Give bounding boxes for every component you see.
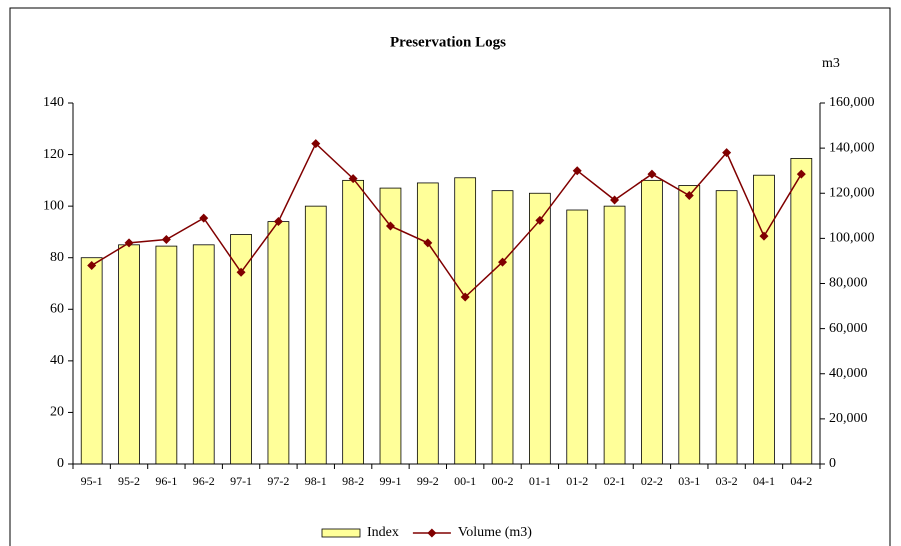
bar xyxy=(566,209,589,465)
bar xyxy=(641,179,663,465)
x-tick-label: 03-1 xyxy=(678,474,700,488)
x-tick-label: 95-1 xyxy=(81,474,103,488)
bar xyxy=(342,179,364,465)
x-tick-label: 02-1 xyxy=(604,474,626,488)
x-tick-label: 03-2 xyxy=(716,474,738,488)
y-tick-label: 120 xyxy=(43,147,64,162)
bar xyxy=(454,177,477,465)
x-tick-label: 04-2 xyxy=(790,474,812,488)
y-tick-label: 80 xyxy=(50,250,64,265)
line-marker xyxy=(610,195,620,205)
line-marker xyxy=(311,139,321,149)
y2-tick-label: 160,000 xyxy=(829,95,875,110)
y2-tick-label: 0 xyxy=(829,456,836,471)
y-tick-label: 40 xyxy=(50,353,64,368)
x-tick-label: 97-1 xyxy=(230,474,252,488)
y2-tick-label: 60,000 xyxy=(829,321,868,336)
legend-label: Volume (m3) xyxy=(458,525,532,540)
y-tick-label: 100 xyxy=(43,198,64,213)
x-tick-label: 95-2 xyxy=(118,474,140,488)
line-marker xyxy=(273,216,283,226)
bar xyxy=(118,244,140,465)
bar xyxy=(678,185,701,465)
bar xyxy=(529,192,551,465)
legend-marker xyxy=(427,528,437,538)
line xyxy=(91,142,802,299)
x-tick-label: 97-2 xyxy=(267,474,289,488)
line-marker xyxy=(722,148,732,158)
y2-tick-label: 100,000 xyxy=(829,231,875,246)
line-marker xyxy=(498,257,508,267)
bar xyxy=(267,221,290,465)
bar xyxy=(491,190,514,465)
x-tick-label: 96-2 xyxy=(193,474,215,488)
line-marker xyxy=(535,215,545,225)
line-marker xyxy=(199,213,209,223)
y2-tick-label: 80,000 xyxy=(829,276,868,291)
x-tick-label: 99-2 xyxy=(417,474,439,488)
bar xyxy=(715,190,738,465)
line-marker xyxy=(796,169,806,179)
x-tick-label: 04-1 xyxy=(753,474,775,488)
line-marker xyxy=(161,235,171,245)
line-marker xyxy=(647,169,657,179)
bar xyxy=(790,158,813,465)
bar xyxy=(192,244,215,465)
x-tick-label: 01-2 xyxy=(566,474,588,488)
line-marker xyxy=(385,221,395,231)
x-tick-label: 99-1 xyxy=(379,474,401,488)
bar xyxy=(155,245,178,465)
line-marker xyxy=(460,292,470,302)
x-tick-label: 01-1 xyxy=(529,474,551,488)
y-tick-label: 140 xyxy=(43,95,64,110)
bar xyxy=(603,205,626,465)
legend-label: Index xyxy=(367,525,399,540)
y2-tick-label: 20,000 xyxy=(829,411,868,426)
line-marker xyxy=(759,231,769,241)
y2-tick-label: 140,000 xyxy=(829,140,875,155)
x-tick-label: 02-2 xyxy=(641,474,663,488)
y2-unit: m3 xyxy=(822,56,840,71)
y-tick-label: 20 xyxy=(50,405,64,420)
chart-title: Preservation Logs xyxy=(390,34,506,50)
x-tick-label: 98-2 xyxy=(342,474,364,488)
bar xyxy=(416,182,439,465)
line-marker xyxy=(236,267,246,277)
x-tick-label: 00-2 xyxy=(492,474,514,488)
bar xyxy=(80,257,103,465)
bar xyxy=(304,205,327,465)
line-marker xyxy=(423,238,433,248)
legend-swatch xyxy=(321,528,361,538)
line-marker xyxy=(572,166,582,176)
y-tick-label: 60 xyxy=(50,302,64,317)
line-marker xyxy=(684,191,694,201)
line-marker xyxy=(124,238,134,248)
line-marker xyxy=(348,174,358,184)
y2-tick-label: 40,000 xyxy=(829,366,868,381)
x-tick-label: 96-1 xyxy=(155,474,177,488)
line-marker xyxy=(87,260,97,270)
y-tick-label: 0 xyxy=(57,456,64,471)
x-tick-label: 98-1 xyxy=(305,474,327,488)
y2-tick-label: 120,000 xyxy=(829,185,875,200)
x-tick-label: 00-1 xyxy=(454,474,476,488)
